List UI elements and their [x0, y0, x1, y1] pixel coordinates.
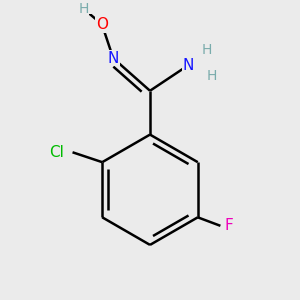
Text: F: F [224, 218, 233, 233]
Text: Cl: Cl [49, 145, 64, 160]
Text: N: N [182, 58, 194, 73]
Text: H: H [78, 2, 89, 16]
Text: O: O [96, 17, 108, 32]
Text: H: H [201, 43, 212, 57]
Text: N: N [107, 51, 119, 66]
Text: H: H [207, 69, 217, 83]
